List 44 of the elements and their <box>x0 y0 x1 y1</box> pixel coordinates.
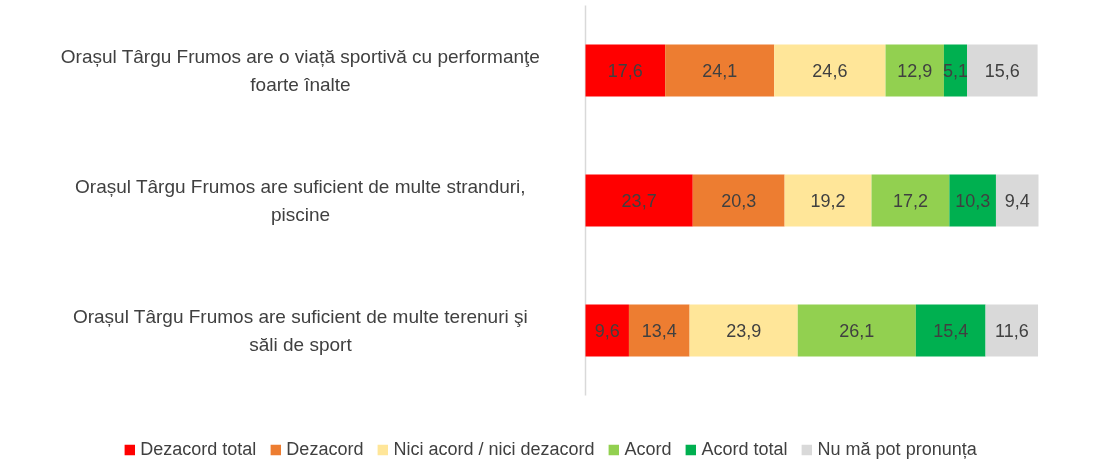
legend-label: Acord total <box>701 439 788 460</box>
data-label: 13,4 <box>641 321 677 341</box>
data-label: 26,1 <box>839 321 875 341</box>
bar <box>985 304 1039 357</box>
bar <box>797 304 916 357</box>
data-label: 20,3 <box>721 191 757 211</box>
data-label: 5,1 <box>942 61 968 81</box>
bar <box>628 304 690 357</box>
bar <box>949 174 996 227</box>
bar <box>967 44 1038 97</box>
legend-label: Dezacord <box>286 439 364 460</box>
bar <box>774 44 886 97</box>
y-tick-label: Orașul Târgu Frumos are suficient de multe terenuri şi săli de sport <box>72 305 528 356</box>
bar <box>692 174 785 227</box>
data-label: 24,1 <box>702 61 738 81</box>
data-label: 23,9 <box>726 321 762 341</box>
bar <box>784 174 872 227</box>
bar <box>585 44 666 97</box>
data-label: 10,3 <box>955 191 991 211</box>
data-label: 11,6 <box>994 321 1029 341</box>
bar <box>885 44 944 97</box>
data-label: 17,6 <box>607 61 643 81</box>
data-label: 9,6 <box>594 321 620 341</box>
bar <box>585 174 693 227</box>
data-label: 12,9 <box>897 61 933 81</box>
data-label: 15,4 <box>933 321 969 341</box>
data-label: 24,6 <box>812 61 848 81</box>
data-label: 19,2 <box>810 191 846 211</box>
y-tick-label: Orașul Târgu Frumos are suficient de multe stranduri, piscine <box>75 175 526 226</box>
data-label: 23,7 <box>621 191 657 211</box>
y-tick-label: Orașul Târgu Frumos are o viață sportivă cu performanţe foarte înalte <box>60 45 540 96</box>
data-label: 15,6 <box>984 61 1020 81</box>
legend-label: Acord <box>624 439 672 460</box>
bar <box>689 304 798 357</box>
data-label: 17,2 <box>892 191 928 211</box>
bar <box>915 304 986 357</box>
bar <box>665 44 775 97</box>
bar <box>585 304 629 357</box>
data-label: 9,4 <box>1004 191 1030 211</box>
bar <box>995 174 1039 227</box>
legend-label: Dezacord total <box>140 439 257 460</box>
legend-label: Nu mă pot pronunța <box>817 439 977 460</box>
legend-label: Nici acord / nici dezacord <box>393 439 595 460</box>
bar <box>871 174 950 227</box>
